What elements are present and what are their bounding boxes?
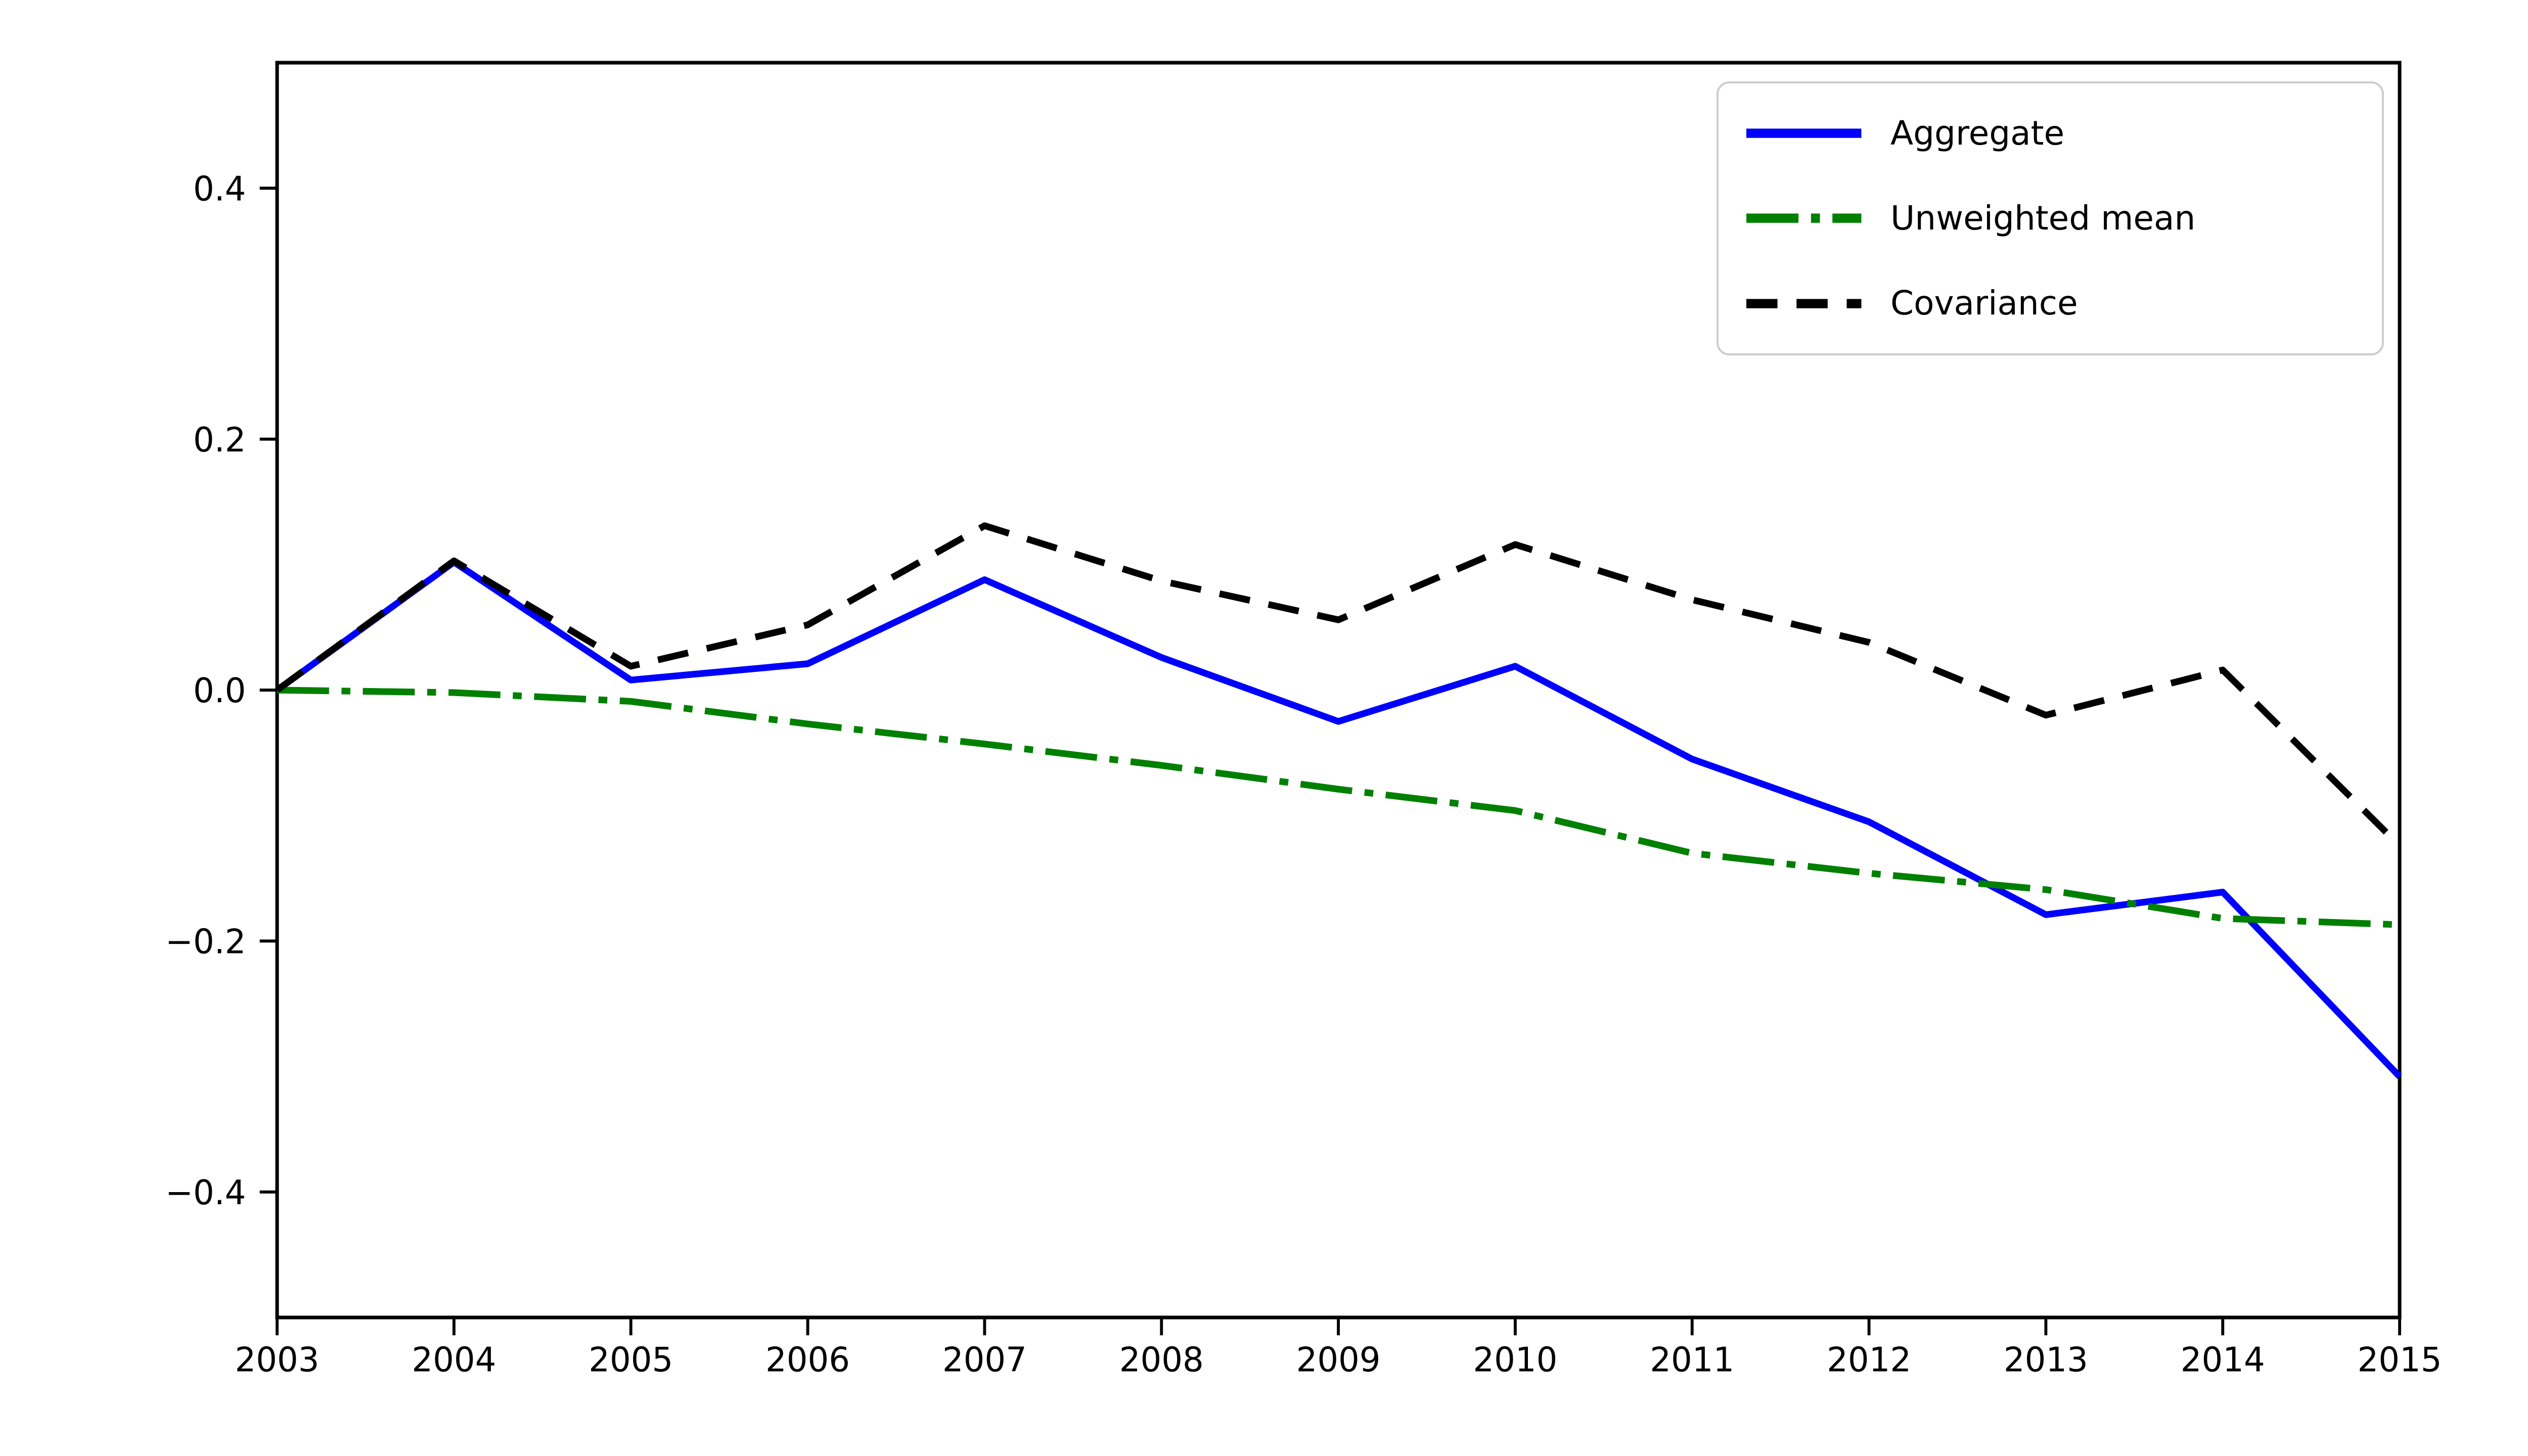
y-tick-label: −0.4 [165,1172,246,1212]
x-tick-label: 2015 [2358,1340,2442,1380]
legend: Aggregate Unweighted mean Covariance [1717,81,2384,355]
x-tick-label: 2014 [2181,1340,2265,1380]
series-line-covariance [275,522,2402,848]
unweighted-mean-line-sample-icon [1746,209,1862,227]
x-tick-label: 2011 [1650,1340,1734,1380]
x-tick-label: 2013 [2004,1340,2088,1380]
x-tick-label: 2010 [1473,1340,1557,1380]
legend-item-unweighted-mean: Unweighted mean [1746,198,2354,240]
x-tick-label: 2012 [1827,1340,1911,1380]
x-tick-label: 2009 [1296,1340,1381,1380]
legend-label-unweighted-mean: Unweighted mean [1890,198,2196,238]
legend-label-aggregate: Aggregate [1890,113,2065,153]
x-tick-label: 2008 [1119,1340,1204,1380]
x-tick-label: 2007 [942,1340,1027,1380]
legend-item-covariance: Covariance [1746,283,2354,325]
covariance-line-sample-icon [1746,295,1862,312]
x-tick-label: 2003 [235,1340,320,1380]
y-tick-label: −0.2 [165,922,246,962]
legend-label-covariance: Covariance [1890,283,2078,323]
x-tick-label: 2006 [765,1340,850,1380]
series-line-unweighted-mean [277,687,2400,928]
aggregate-line-sample-icon [1746,124,1862,142]
y-tick-label: 0.0 [193,670,246,710]
series-line-aggregate [275,559,2402,1079]
y-tick-label: 0.4 [193,169,246,209]
y-tick-label: 0.2 [193,420,246,460]
legend-item-aggregate: Aggregate [1746,113,2354,155]
x-tick-label: 2004 [412,1340,496,1380]
x-tick-label: 2005 [589,1340,673,1380]
